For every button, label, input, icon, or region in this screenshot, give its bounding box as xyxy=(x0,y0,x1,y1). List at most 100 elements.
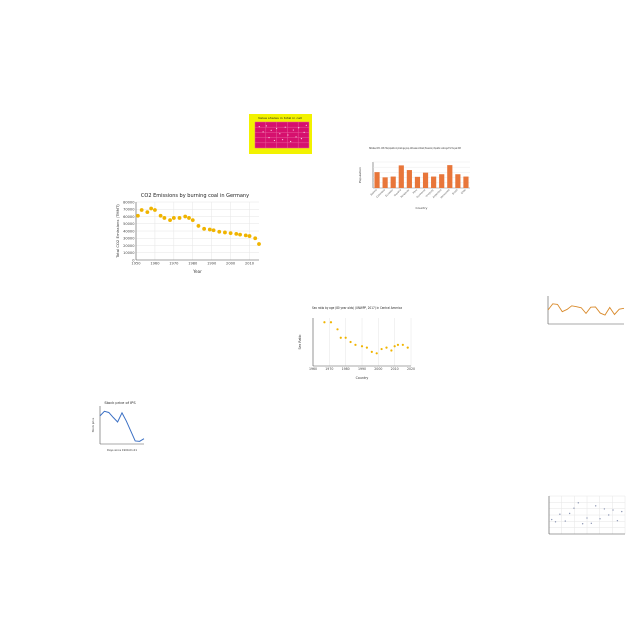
x-tick-label: 1950 xyxy=(131,262,141,266)
x-tick-label: 2000 xyxy=(374,367,382,371)
data-point xyxy=(329,321,333,324)
bar xyxy=(422,172,429,188)
chart-stock-line: Stock price of IPS Days since 1900-01-01 S… xyxy=(91,401,145,452)
data-point xyxy=(268,137,270,139)
data-point xyxy=(573,507,575,509)
data-point xyxy=(145,210,150,215)
data-point xyxy=(599,518,601,520)
category-label: Uruguay xyxy=(425,188,435,198)
data-point xyxy=(551,518,553,521)
data-point xyxy=(228,231,233,236)
category-label: Ecuador xyxy=(385,189,394,198)
data-point xyxy=(554,521,557,523)
data-point xyxy=(396,343,400,346)
data-point xyxy=(586,517,588,519)
y-tick-label: 40000 xyxy=(123,229,135,233)
data-point xyxy=(612,509,614,511)
x-tick-label: 2000 xyxy=(226,262,236,266)
data-point xyxy=(344,336,347,339)
chart-magenta-scatter: Value shares in total in cell xyxy=(249,114,312,154)
data-point xyxy=(281,139,284,141)
chart-sex-ratio: 1960 1970 1980 1990 2000 2010 2020 Sex ratio by… xyxy=(298,306,415,380)
data-point xyxy=(380,347,383,351)
y-tick-label: 30000 xyxy=(123,237,135,241)
data-point xyxy=(139,208,144,212)
data-point xyxy=(211,228,216,233)
x-tick-label: 2010 xyxy=(245,262,255,266)
plot-area xyxy=(255,122,309,148)
x-tick-label: 1980 xyxy=(188,262,198,266)
data-point xyxy=(292,129,294,131)
x-tick-label: 1970 xyxy=(169,262,179,266)
data-point xyxy=(190,218,195,223)
y-tick-label: 0 xyxy=(132,258,135,262)
data-point xyxy=(298,127,300,129)
data-point xyxy=(603,508,606,510)
x-tick-label: 1970 xyxy=(325,367,333,371)
data-point xyxy=(365,346,368,349)
category-label: Guyana xyxy=(393,188,402,197)
y-tick-label: 60000 xyxy=(123,215,135,219)
data-point xyxy=(270,129,272,131)
data-point xyxy=(149,206,154,211)
data-point xyxy=(279,133,281,135)
data-point xyxy=(177,216,182,220)
y-tick-label: 10000 xyxy=(123,251,135,255)
data-point xyxy=(406,346,409,349)
x-axis-label: Days since 1900-01-01 xyxy=(107,448,137,452)
data-point xyxy=(162,216,167,220)
bar xyxy=(390,176,396,188)
data-point xyxy=(217,229,222,234)
data-point xyxy=(223,230,227,235)
data-point xyxy=(393,345,396,348)
data-point xyxy=(202,226,207,231)
data-point xyxy=(273,139,276,142)
category-label: Bolivia xyxy=(370,188,378,196)
data-point xyxy=(295,136,297,138)
data-point xyxy=(258,126,260,128)
x-tick-label: 1960 xyxy=(309,367,317,371)
data-point xyxy=(168,218,172,223)
category-label: Paraguay xyxy=(400,188,410,198)
data-point xyxy=(581,523,584,525)
chart-title: Sex ratio by age (80 year olds) (UNWPP, … xyxy=(312,306,402,310)
y-tick-label: 70000 xyxy=(123,208,135,212)
category-label: Venezuela xyxy=(440,188,451,199)
data-point xyxy=(243,233,248,238)
y-axis-label: Sex Ratio xyxy=(298,334,302,349)
y-tick-label: 20000 xyxy=(123,244,135,248)
data-point xyxy=(153,208,157,212)
data-point xyxy=(253,236,258,241)
data-point xyxy=(559,513,561,515)
data-point xyxy=(257,242,261,246)
bar xyxy=(382,177,388,188)
x-tick-label: 1960 xyxy=(150,262,160,266)
data-point xyxy=(303,131,305,133)
data-point xyxy=(247,234,252,238)
chart-orange-line xyxy=(547,296,625,325)
x-axis-label: Year xyxy=(192,269,202,274)
data-point xyxy=(284,126,286,128)
data-point xyxy=(187,216,191,220)
data-point xyxy=(238,232,242,237)
x-tick-label: 2010 xyxy=(391,367,399,371)
data-point xyxy=(375,352,378,355)
data-point xyxy=(300,138,303,140)
data-point xyxy=(305,124,307,126)
bar xyxy=(439,174,445,188)
bar xyxy=(398,165,404,188)
chart-title: CO2 Emissions by burning coal in Germany xyxy=(141,193,249,199)
chart-title: Value shares in total in cell xyxy=(258,117,303,120)
x-axis-label: Country xyxy=(416,206,428,210)
data-point xyxy=(323,321,326,324)
series-line xyxy=(547,303,625,316)
data-point xyxy=(290,140,292,143)
y-axis-label: Population xyxy=(358,167,362,183)
x-tick-label: 1990 xyxy=(358,367,366,371)
category-label: Colombia xyxy=(376,188,386,198)
data-point xyxy=(370,350,373,353)
chart-population-bars: Estimates, 1950 - 2015: Total population… xyxy=(358,146,470,210)
data-point xyxy=(158,213,163,218)
category-label: Argentina xyxy=(432,188,443,199)
data-point xyxy=(234,232,239,236)
